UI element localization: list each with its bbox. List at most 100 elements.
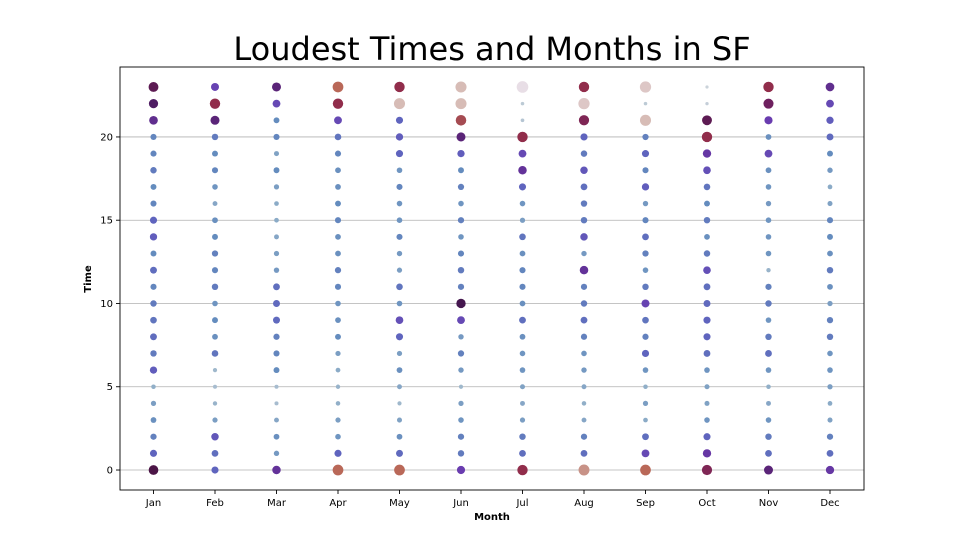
data-point-dec-8 (826, 333, 834, 341)
data-point-feb-8 (212, 333, 218, 340)
data-point-nov-10 (765, 300, 772, 307)
data-point-oct-3 (704, 417, 710, 423)
data-point-jul-18 (518, 166, 527, 175)
data-point-sep-9 (642, 316, 649, 324)
data-point-oct-15 (703, 216, 711, 224)
data-point-dec-10 (827, 300, 833, 307)
data-point-may-9 (395, 316, 404, 324)
data-point-apr-22 (332, 98, 344, 109)
data-point-jun-9 (457, 316, 465, 325)
data-point-feb-19 (212, 150, 218, 157)
data-point-jun-18 (458, 167, 464, 174)
data-point-mar-4 (274, 401, 279, 406)
grid-lines (120, 136, 864, 471)
data-point-aug-12 (579, 265, 589, 275)
data-point-apr-8 (335, 333, 341, 340)
data-point-mar-2 (273, 433, 280, 440)
data-point-dec-14 (827, 233, 833, 240)
data-point-sep-13 (642, 250, 649, 257)
data-point-feb-17 (212, 184, 218, 190)
data-point-may-7 (396, 350, 403, 357)
data-point-jun-8 (458, 334, 464, 340)
data-point-aug-17 (580, 183, 588, 191)
data-point-sep-16 (642, 200, 649, 207)
y-tick-label: 20 (100, 132, 113, 143)
data-point-feb-0 (211, 466, 219, 474)
data-point-mar-16 (274, 201, 279, 206)
x-tick-label: Oct (698, 498, 715, 509)
data-point-sep-15 (642, 217, 649, 224)
data-point-jul-14 (519, 233, 526, 241)
data-point-apr-0 (332, 464, 344, 476)
data-point-may-11 (396, 283, 403, 291)
data-point-jun-3 (458, 417, 464, 423)
data-point-aug-8 (580, 333, 588, 340)
data-point-apr-9 (335, 317, 341, 324)
data-point-sep-22 (643, 101, 648, 106)
data-point-jul-12 (519, 267, 526, 274)
data-point-may-22 (393, 98, 406, 110)
x-axis-label: Month (474, 512, 510, 523)
data-point-jul-3 (519, 417, 526, 423)
y-axis-ticks: 0 5 10 15 20 (100, 132, 120, 477)
data-point-jun-4 (458, 400, 464, 407)
data-point-jul-8 (519, 333, 526, 340)
data-point-may-16 (396, 200, 403, 207)
data-point-feb-21 (210, 115, 220, 125)
data-point-feb-9 (212, 317, 218, 324)
data-point-jan-8 (150, 333, 157, 341)
data-point-feb-23 (211, 82, 219, 91)
data-point-nov-16 (765, 200, 772, 207)
data-point-aug-0 (578, 464, 590, 476)
data-point-dec-1 (826, 449, 834, 457)
data-point-aug-21 (578, 115, 590, 126)
data-point-mar-7 (273, 350, 280, 357)
data-point-sep-18 (642, 167, 649, 174)
data-point-sep-14 (642, 233, 649, 241)
data-point-apr-20 (334, 133, 342, 141)
data-point-jun-7 (457, 350, 465, 357)
data-point-apr-14 (335, 233, 341, 240)
data-point-feb-12 (211, 267, 219, 274)
x-axis-ticks: Jan Feb Mar Apr May Jun Jul Aug Sep Oct Nov Dec (145, 490, 840, 509)
data-point-dec-19 (827, 150, 833, 157)
data-point-mar-17 (273, 184, 280, 190)
data-point-apr-16 (335, 200, 341, 207)
data-point-dec-17 (827, 184, 833, 190)
data-point-jul-13 (519, 250, 526, 257)
data-point-jul-10 (519, 300, 526, 307)
x-tick-label: Jun (452, 498, 469, 509)
data-point-jun-19 (457, 149, 465, 158)
data-point-feb-16 (212, 201, 218, 207)
data-point-nov-3 (765, 417, 772, 423)
data-point-jul-16 (519, 200, 526, 207)
data-point-dec-22 (826, 99, 834, 108)
data-point-jul-4 (520, 400, 525, 406)
data-point-feb-13 (211, 250, 219, 257)
data-point-oct-5 (704, 384, 710, 390)
data-point-nov-21 (764, 116, 773, 125)
data-point-jul-6 (519, 367, 526, 373)
data-point-jun-23 (455, 81, 467, 93)
data-point-may-3 (396, 417, 403, 423)
data-point-jan-16 (150, 200, 157, 207)
data-point-apr-23 (332, 81, 344, 93)
data-point-jul-0 (517, 464, 528, 476)
data-point-mar-14 (274, 234, 279, 240)
data-point-may-4 (397, 401, 402, 406)
data-point-sep-12 (642, 267, 649, 273)
data-point-may-19 (395, 150, 404, 158)
data-point-nov-17 (765, 184, 772, 190)
data-point-jan-23 (148, 82, 159, 92)
data-point-feb-22 (209, 98, 221, 109)
data-point-sep-1 (641, 449, 650, 458)
data-point-oct-9 (703, 316, 711, 324)
data-point-dec-18 (827, 167, 833, 173)
data-point-aug-16 (580, 200, 588, 207)
data-point-nov-7 (765, 350, 772, 357)
data-point-apr-5 (335, 384, 341, 389)
data-point-may-1 (396, 449, 403, 457)
data-point-aug-6 (581, 367, 587, 373)
data-point-jun-11 (457, 283, 465, 290)
data-point-nov-9 (765, 317, 772, 323)
